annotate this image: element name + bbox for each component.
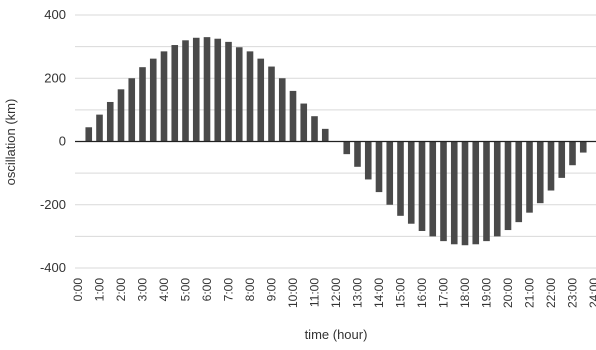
bar xyxy=(386,141,394,205)
bar xyxy=(171,45,179,142)
bar xyxy=(182,40,189,142)
x-tick-label: 2:00 xyxy=(114,278,128,302)
x-tick-label: 1:00 xyxy=(93,278,107,302)
bar xyxy=(450,141,458,245)
x-tick-label: 21:00 xyxy=(523,278,537,308)
x-tick-label: 17:00 xyxy=(437,278,451,308)
x-tick-label: 7:00 xyxy=(222,278,236,302)
x-tick-label: 10:00 xyxy=(286,278,300,308)
x-tick-label: 11:00 xyxy=(308,278,322,307)
bar xyxy=(235,47,243,142)
x-tick-label: 8:00 xyxy=(243,278,257,302)
bar xyxy=(225,41,232,142)
bar xyxy=(311,116,318,142)
bar xyxy=(493,141,501,237)
y-tick-label: 400 xyxy=(44,7,66,22)
x-tick-labels: 0:00 1:00 2:00 3:00 4:00 5:00 6:00 7:00 8:00 9:00… xyxy=(71,278,596,308)
bar xyxy=(354,141,361,167)
bar xyxy=(117,89,125,142)
x-tick-label: 4:00 xyxy=(157,278,171,302)
y-tick-label: -400 xyxy=(40,260,66,275)
bar xyxy=(429,141,437,237)
bar xyxy=(139,67,146,142)
bar xyxy=(149,58,157,142)
bar xyxy=(128,78,136,142)
x-tick-label: 18:00 xyxy=(458,278,472,308)
bar xyxy=(569,141,576,166)
bar xyxy=(192,37,200,142)
x-tick-label: 13:00 xyxy=(351,278,365,308)
y-tick-label: 200 xyxy=(44,70,66,85)
x-tick-label: 5:00 xyxy=(179,278,193,302)
bar xyxy=(214,38,222,142)
bar xyxy=(504,141,512,231)
bar xyxy=(85,127,93,142)
bar xyxy=(579,141,587,153)
bar xyxy=(203,37,211,142)
bar xyxy=(472,141,480,245)
x-tick-label: 15:00 xyxy=(394,278,408,308)
bar xyxy=(268,66,275,142)
y-axis-label: oscillation (km) xyxy=(3,99,18,186)
x-tick-label: 20:00 xyxy=(501,278,515,308)
x-tick-label: 0:00 xyxy=(71,278,85,302)
x-tick-label: 3:00 xyxy=(136,278,150,302)
bar xyxy=(257,58,265,142)
bar xyxy=(558,141,566,178)
bar xyxy=(526,141,533,213)
bar xyxy=(483,141,490,242)
bar xyxy=(321,128,329,142)
x-axis-label: time (hour) xyxy=(305,327,368,342)
bar xyxy=(397,141,404,216)
bar xyxy=(536,141,544,204)
x-tick-label: 23:00 xyxy=(566,278,580,308)
bar xyxy=(160,51,168,142)
y-tick-label: -200 xyxy=(40,197,66,212)
x-tick-label: 12:00 xyxy=(329,278,343,308)
bar xyxy=(515,141,523,223)
bar xyxy=(547,141,555,191)
bar xyxy=(343,141,351,155)
bar xyxy=(375,141,383,193)
y-tick-label: 0 xyxy=(59,134,66,149)
x-tick-label: 22:00 xyxy=(544,278,558,308)
bar xyxy=(106,101,114,142)
bar xyxy=(289,90,297,142)
bar xyxy=(440,141,447,242)
x-tick-label: 16:00 xyxy=(415,278,429,308)
y-tick-labels: -400 -200 0 200 400 xyxy=(40,7,66,275)
bar xyxy=(418,141,426,231)
bar xyxy=(300,103,308,142)
x-tick-label: 14:00 xyxy=(372,278,386,308)
bar xyxy=(407,141,415,224)
x-tick-label: 19:00 xyxy=(480,278,494,308)
bar xyxy=(246,51,254,142)
bar xyxy=(278,78,286,142)
bar xyxy=(364,141,372,180)
bar xyxy=(461,141,469,246)
bar xyxy=(96,114,103,142)
x-tick-label: 24:00 xyxy=(587,278,596,308)
x-tick-label: 9:00 xyxy=(265,278,279,302)
x-tick-label: 6:00 xyxy=(200,278,214,302)
bars xyxy=(85,37,587,246)
